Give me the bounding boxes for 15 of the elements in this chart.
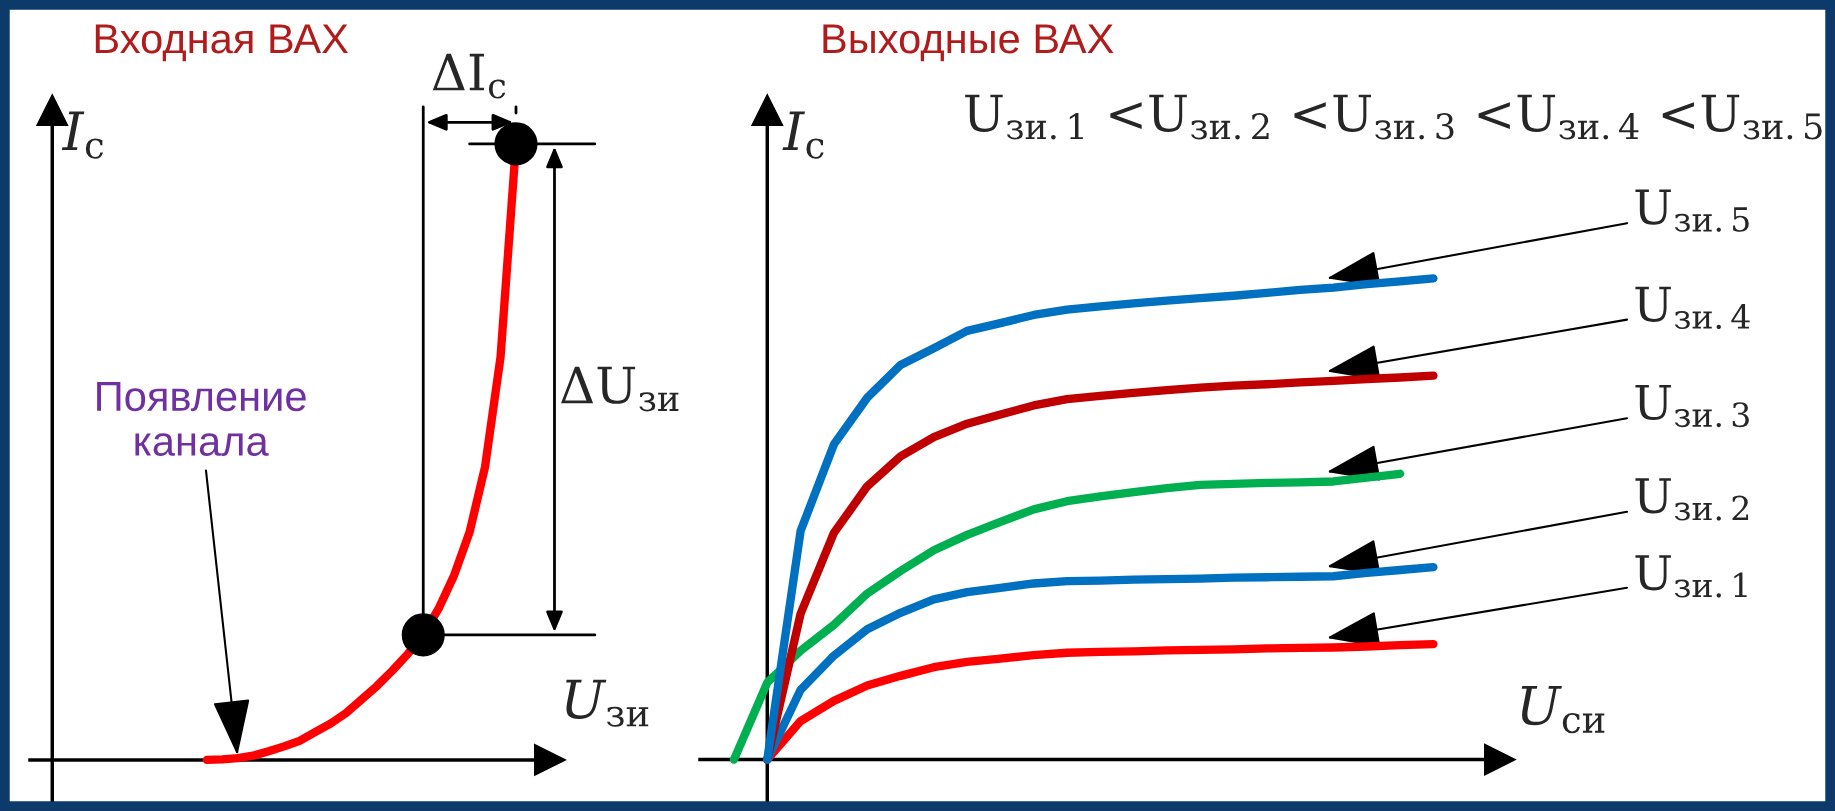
chart-title: Входная ВАХ xyxy=(95,24,349,62)
text: U$_{зи.1}$ <U$_{зи.2}$ <U$_{зи.3}$ <U$_{зи.4}$ <U$_{зи.5}$ xyxy=(965,94,1822,140)
text: U$_{зи.4}$ xyxy=(1635,286,1750,330)
x-axis-title: U$_{си}$ xyxy=(1521,686,1605,734)
x-axis-title: U$_{зи}$ xyxy=(566,679,649,727)
text: U$_{зи.2}$ xyxy=(1635,478,1749,521)
text: U$_{зи.5}$ xyxy=(1635,189,1749,232)
text: ΔU$_{зи}$ xyxy=(561,366,679,412)
y-axis-title: I$_{с}$ xyxy=(782,111,824,159)
text: U$_{зи.1}$ xyxy=(1635,555,1747,598)
text: U$_{зи.3}$ xyxy=(1635,384,1749,428)
chart-title: Выходные ВАХ xyxy=(823,24,1114,62)
y-axis-title: I$_{с}$ xyxy=(61,111,103,159)
annotation: Появление канала xyxy=(97,382,306,457)
text: ΔI$_{с}$ xyxy=(432,53,506,99)
